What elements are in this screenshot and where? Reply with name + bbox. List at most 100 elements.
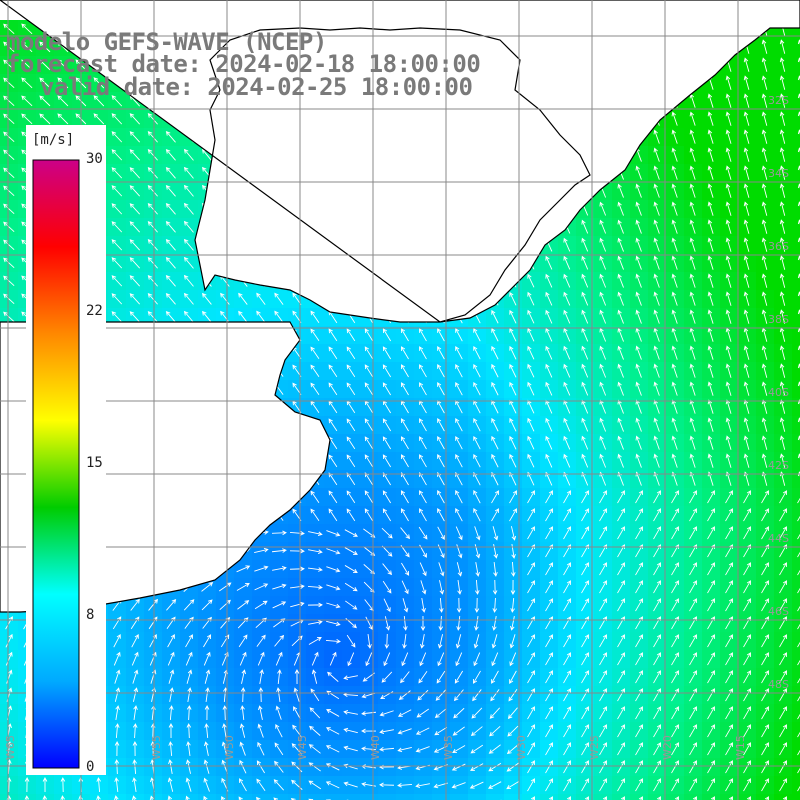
speed-cell	[792, 416, 800, 434]
wind-arrow	[329, 651, 337, 666]
wind-arrow	[743, 201, 750, 216]
wind-arrow	[761, 453, 768, 468]
speed-cell	[792, 578, 800, 596]
wind-arrow	[132, 759, 137, 775]
wind-arrow	[617, 273, 624, 288]
wind-arrow	[474, 616, 479, 631]
wind-arrow	[491, 652, 499, 667]
wind-arrow	[707, 183, 714, 198]
speed-cell	[270, 794, 288, 800]
speed-cell	[792, 380, 800, 398]
wind-arrow	[147, 167, 158, 179]
wind-arrow	[382, 436, 392, 450]
wind-arrow	[455, 652, 463, 667]
wind-arrow	[743, 309, 750, 324]
wind-arrow	[707, 724, 715, 738]
wind-arrow	[779, 57, 786, 72]
wind-arrow	[527, 778, 535, 792]
wind-arrow	[761, 111, 768, 126]
wind-arrow	[344, 565, 358, 574]
wind-arrow	[328, 364, 338, 378]
wind-arrow	[3, 293, 15, 305]
wind-arrow	[506, 780, 520, 790]
wind-arrow	[491, 345, 499, 360]
wind-arrow	[545, 291, 553, 306]
wind-arrow	[653, 129, 660, 144]
longitude-label: W40	[369, 735, 382, 760]
wind-arrow	[418, 671, 428, 684]
wind-arrow	[325, 745, 340, 753]
wind-arrow	[419, 382, 427, 396]
wind-arrow	[129, 257, 141, 269]
wind-arrow	[527, 291, 535, 306]
wind-arrow	[743, 255, 750, 270]
wind-arrow	[599, 760, 607, 774]
wind-arrow	[455, 418, 463, 432]
wind-arrow	[635, 219, 642, 234]
wind-arrow	[42, 777, 48, 793]
wind-arrow	[457, 580, 462, 595]
wind-arrow	[381, 545, 393, 557]
wind-arrow	[437, 328, 445, 342]
wind-arrow	[725, 93, 732, 108]
wind-arrow	[707, 237, 714, 252]
wind-arrow	[273, 779, 284, 791]
wind-arrow	[653, 778, 661, 792]
wind-arrow	[3, 167, 15, 179]
wind-arrow	[111, 95, 123, 107]
latitude-label: 48S	[768, 678, 789, 691]
wind-arrow	[3, 203, 15, 215]
wind-arrow	[761, 724, 769, 738]
wind-arrow	[289, 584, 305, 589]
wind-arrow	[599, 255, 607, 270]
wind-arrow	[545, 273, 553, 288]
wind-arrow	[240, 705, 245, 721]
speed-cell	[792, 740, 800, 758]
wind-arrow	[165, 220, 176, 233]
wind-arrow	[779, 435, 786, 450]
wind-arrow	[222, 705, 228, 721]
wind-arrow	[131, 633, 139, 648]
wind-arrow	[147, 239, 158, 251]
wind-arrow	[563, 255, 571, 270]
wind-arrow	[364, 508, 374, 522]
wind-arrow	[563, 453, 571, 468]
wind-arrow	[797, 587, 800, 594]
wind-arrow	[725, 634, 733, 648]
wind-arrow	[707, 381, 714, 396]
wind-arrow	[527, 688, 535, 702]
speed-cell	[540, 794, 558, 800]
wind-arrow	[545, 598, 553, 612]
wind-arrow	[635, 724, 643, 738]
wind-arrow	[635, 562, 643, 576]
wind-arrow	[236, 565, 251, 573]
wind-arrow	[57, 95, 69, 107]
wind-arrow	[398, 690, 411, 700]
wind-arrow	[257, 651, 265, 666]
wind-arrow	[545, 490, 553, 504]
wind-arrow	[725, 598, 733, 612]
speed-cell	[180, 794, 198, 800]
wind-arrow	[239, 759, 247, 774]
wind-arrow	[635, 688, 643, 702]
wind-arrow	[491, 381, 499, 396]
wind-arrow	[111, 275, 123, 287]
wind-arrow	[779, 219, 786, 234]
wind-arrow	[689, 129, 696, 144]
wind-arrow	[202, 310, 212, 323]
wind-arrow	[707, 634, 715, 648]
wind-arrow	[689, 688, 697, 702]
wind-arrow	[510, 579, 516, 595]
wind-arrow	[653, 381, 660, 396]
wind-arrow	[617, 778, 625, 792]
wind-arrow	[3, 221, 15, 233]
speed-cell	[792, 596, 800, 614]
wind-arrow	[761, 742, 769, 756]
wind-arrow	[347, 652, 355, 667]
wind-arrow	[743, 219, 750, 234]
wind-arrow	[527, 760, 535, 774]
wind-arrow	[275, 723, 283, 738]
wind-arrow	[707, 111, 714, 126]
wind-arrow	[364, 418, 374, 432]
wind-arrow	[455, 328, 463, 342]
